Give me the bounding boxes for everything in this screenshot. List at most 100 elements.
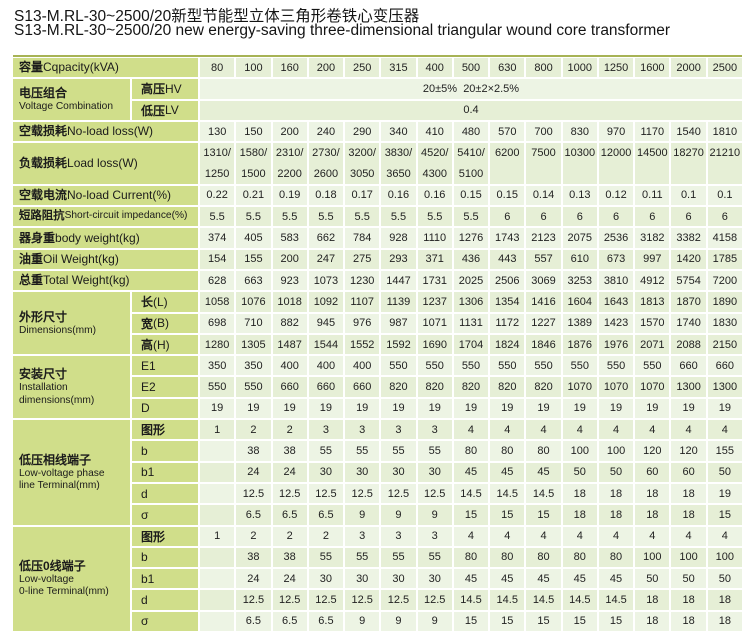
data-cell: 3200/3050: [345, 143, 380, 184]
row-label: 器身重 body weight(kg): [13, 228, 198, 248]
data-cell: 1540: [671, 121, 706, 142]
group-label-zh: 电压组合: [19, 85, 68, 100]
data-cell: 1604: [562, 292, 597, 312]
data-cell: 18: [562, 483, 597, 504]
row-label: 空载损耗 No-load loss(W): [13, 121, 198, 142]
data-cell: 1076: [236, 292, 271, 312]
data-cell: 9: [417, 611, 452, 632]
data-cell: 9: [417, 505, 452, 525]
data-cell: 0.15: [453, 185, 489, 206]
data-cell: 1310/1250: [200, 143, 235, 184]
data-cell: 0.16: [381, 185, 416, 206]
data-cell: 663: [236, 270, 271, 291]
data-cell: 2123: [526, 228, 561, 248]
data-cell: 6: [562, 207, 597, 227]
data-cell: 45: [453, 569, 489, 589]
data-cell: 50: [635, 569, 670, 589]
data-cell: 3: [308, 420, 344, 440]
data-cell: 14.5: [490, 590, 525, 610]
group-label-zh: 安装尺寸: [19, 367, 68, 382]
data-cell: 698: [200, 313, 235, 333]
data-cell: 155: [236, 249, 271, 269]
data-cell: 1643: [598, 292, 634, 312]
data-cell: 550: [200, 377, 235, 397]
sub-row-label: b1: [132, 462, 198, 482]
data-cell: 80: [453, 547, 489, 568]
data-cell: 0.18: [308, 185, 344, 206]
data-cell: 800: [526, 58, 561, 78]
data-cell: 9: [381, 611, 416, 632]
data-cell: 1690: [417, 334, 452, 355]
data-cell: 100: [236, 58, 271, 78]
data-cell: 6.5: [236, 611, 271, 632]
data-cell: 987: [381, 313, 416, 333]
data-cell: 1447: [381, 270, 416, 291]
data-cell: 4: [598, 526, 634, 546]
group-label: 低压相线端子 Low-voltage phase line Terminal(mm…: [13, 420, 130, 525]
data-cell: 0.12: [598, 185, 634, 206]
data-cell: 1416: [526, 292, 561, 312]
data-cell: 4: [490, 420, 525, 440]
sub-row-label: d: [132, 483, 198, 504]
data-cell: 1070: [635, 377, 670, 397]
data-cell: 2025: [453, 270, 489, 291]
data-cell: 80: [200, 58, 235, 78]
data-cell: 1876: [562, 334, 597, 355]
data-cell: 3: [417, 420, 452, 440]
data-cell: 710: [236, 313, 271, 333]
data-cell: 400: [272, 356, 307, 376]
data-cell: 247: [308, 249, 344, 269]
sub-row-label: 宽 (B): [132, 313, 198, 333]
data-cell: 55: [308, 441, 344, 461]
data-cell: 480: [453, 121, 489, 142]
data-cell: 4: [671, 420, 706, 440]
data-cell: 12.5: [417, 483, 452, 504]
data-cell: 200: [308, 58, 344, 78]
data-cell: 315: [381, 58, 416, 78]
group-label: 安装尺寸 Installation dimensions(mm): [13, 356, 130, 419]
data-cell: 436: [453, 249, 489, 269]
data-cell: 50: [562, 462, 597, 482]
data-cell: 4: [562, 526, 597, 546]
data-cell: 12.5: [236, 590, 271, 610]
data-cell: 130: [200, 121, 235, 142]
merged-value-cell: 0.4: [200, 100, 742, 120]
data-cell: 4: [453, 526, 489, 546]
data-cell: 30: [417, 462, 452, 482]
data-cell: 2506: [490, 270, 525, 291]
data-cell: 1227: [526, 313, 561, 333]
data-cell: 160: [272, 58, 307, 78]
data-cell: 6: [635, 207, 670, 227]
sub-row-label: b: [132, 547, 198, 568]
data-cell: 24: [272, 462, 307, 482]
data-cell: 12.5: [308, 483, 344, 504]
data-cell: 1740: [671, 313, 706, 333]
data-cell: 19: [490, 398, 525, 419]
data-cell: 30: [381, 569, 416, 589]
group-label-en: Voltage Combination: [19, 100, 114, 112]
data-cell: 1110: [417, 228, 452, 248]
data-cell: 1092: [308, 292, 344, 312]
data-cell: 30: [308, 569, 344, 589]
data-cell: 550: [635, 356, 670, 376]
data-cell: 50: [707, 462, 742, 482]
data-cell: 200: [272, 249, 307, 269]
data-cell: 100: [562, 441, 597, 461]
sub-row-label: E1: [132, 356, 198, 376]
data-cell: 24: [236, 462, 271, 482]
data-cell: 2: [236, 420, 271, 440]
data-cell: 12.5: [417, 590, 452, 610]
data-cell: 5.5: [200, 207, 235, 227]
data-cell: 15: [453, 611, 489, 632]
data-cell: 1230: [345, 270, 380, 291]
row-label: 负载损耗 Load loss(W): [13, 143, 198, 184]
data-cell: 1300: [707, 377, 742, 397]
data-cell: 12.5: [236, 483, 271, 504]
data-cell: 2088: [671, 334, 706, 355]
data-cell: 1890: [707, 292, 742, 312]
group-label-en: Dimensions(mm): [19, 324, 96, 336]
row-label: 油重 Oil Weight(kg): [13, 249, 198, 269]
data-cell: 55: [345, 547, 380, 568]
data-cell: 120: [635, 441, 670, 461]
